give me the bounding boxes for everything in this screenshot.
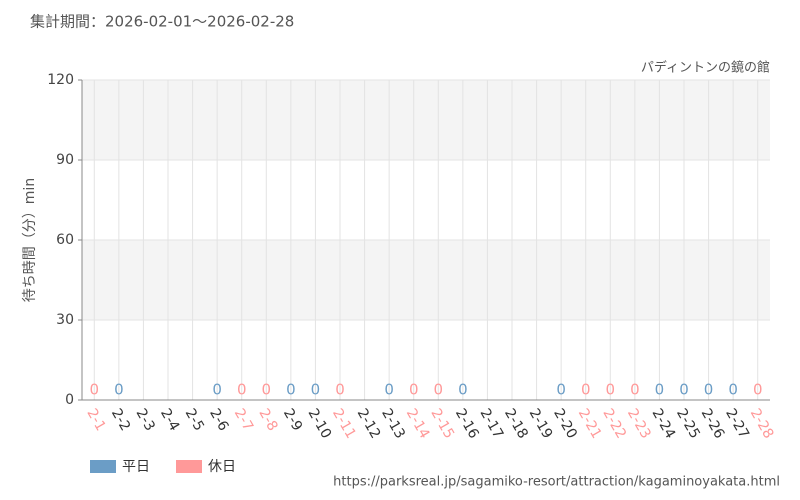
y-tick-label: 0	[65, 392, 74, 408]
x-tick-label: 2-26	[698, 406, 728, 442]
data-label: 0	[434, 381, 444, 399]
data-label: 0	[679, 381, 689, 399]
data-label: 0	[606, 381, 616, 399]
x-tick-label: 2-2	[108, 406, 133, 434]
legend-label: 休日	[208, 459, 236, 475]
data-label: 0	[458, 381, 468, 399]
x-tick-label: 2-19	[526, 406, 556, 442]
y-tick-label: 90	[56, 152, 74, 168]
data-label: 0	[704, 381, 714, 399]
data-label: 0	[728, 381, 738, 399]
data-label: 0	[581, 381, 591, 399]
data-label: 0	[311, 381, 321, 399]
x-tick-label: 2-8	[255, 406, 280, 434]
data-label: 0	[409, 381, 419, 399]
x-tick-label: 2-27	[722, 406, 752, 442]
legend-swatch	[176, 460, 202, 473]
y-tick-label: 30	[56, 312, 74, 328]
x-tick-label: 2-1	[83, 406, 108, 434]
x-tick-label: 2-21	[575, 406, 605, 442]
x-tick-label: 2-28	[747, 406, 777, 442]
x-tick-label: 2-7	[231, 406, 256, 434]
x-tick-label: 2-3	[133, 406, 158, 434]
x-tick-label: 2-15	[427, 406, 457, 442]
x-tick-label: 2-17	[477, 406, 507, 442]
x-tick-label: 2-10	[305, 406, 335, 442]
source-url: https://parksreal.jp/sagamiko-resort/att…	[333, 475, 780, 490]
x-tick-label: 2-12	[354, 406, 384, 442]
data-label: 0	[212, 381, 222, 399]
x-tick-label: 2-13	[378, 406, 408, 442]
x-tick-label: 2-14	[403, 406, 433, 442]
x-tick-label: 2-22	[599, 406, 629, 442]
x-tick-label: 2-11	[329, 406, 359, 442]
x-tick-label: 2-23	[624, 406, 654, 442]
x-tick-label: 2-25	[673, 406, 703, 442]
grid-band	[82, 80, 770, 160]
data-label: 0	[286, 381, 296, 399]
y-tick-label: 120	[47, 72, 74, 88]
data-label: 0	[114, 381, 124, 399]
chart-subtitle: パディントンの鏡の館	[641, 60, 770, 76]
data-label: 0	[753, 381, 763, 399]
y-tick-label: 60	[56, 232, 74, 248]
data-label: 0	[237, 381, 247, 399]
chart-title: 集計期間：2026-02-01～2026-02-28	[30, 13, 294, 31]
grid-band	[82, 240, 770, 320]
data-label: 0	[630, 381, 640, 399]
y-axis-label: 待ち時間（分）min	[22, 178, 38, 302]
x-tick-label: 2-18	[501, 406, 531, 442]
x-tick-label: 2-20	[550, 406, 580, 442]
data-label: 0	[262, 381, 272, 399]
x-tick-label: 2-6	[206, 406, 231, 434]
legend-swatch	[90, 460, 116, 473]
x-tick-label: 2-24	[649, 406, 679, 442]
data-label: 0	[90, 381, 100, 399]
x-tick-label: 2-9	[280, 406, 305, 434]
x-tick-label: 2-4	[157, 406, 182, 434]
data-label: 0	[655, 381, 665, 399]
data-label: 0	[384, 381, 394, 399]
data-label: 0	[335, 381, 345, 399]
x-tick-label: 2-16	[452, 406, 482, 442]
legend-label: 平日	[122, 459, 150, 475]
data-label: 0	[556, 381, 566, 399]
x-tick-label: 2-5	[182, 406, 207, 434]
